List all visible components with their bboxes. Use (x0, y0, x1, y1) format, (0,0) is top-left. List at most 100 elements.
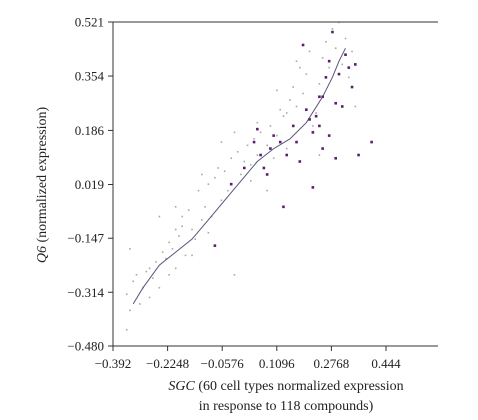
background-point (155, 261, 157, 263)
highlighted-point (259, 153, 262, 157)
highlighted-point (213, 244, 217, 247)
x-tick-label: −0.2248 (146, 356, 189, 371)
highlighted-point (272, 134, 275, 137)
background-point (269, 125, 272, 127)
background-point (148, 296, 151, 299)
background-point (318, 83, 321, 85)
background-point (178, 235, 180, 237)
background-point (233, 131, 236, 134)
highlighted-point (347, 66, 351, 69)
x-axis: −0.392 −0.2248 −0.0576 0.1096 0.2768 0.444 (95, 346, 401, 371)
highlighted-point (298, 160, 302, 163)
highlighted-point (285, 153, 289, 157)
background-point (276, 134, 278, 137)
background-point (312, 125, 314, 127)
highlighted-point (311, 186, 315, 189)
background-point (334, 47, 337, 50)
highlighted-point (305, 108, 308, 112)
background-point (285, 112, 288, 114)
highlighted-point (357, 153, 360, 157)
highlighted-point (314, 114, 318, 118)
background-point (318, 154, 321, 156)
background-point (152, 277, 154, 279)
background-point (282, 115, 285, 117)
background-point (256, 154, 259, 156)
background-point (354, 105, 357, 108)
y-tick-label: 0.354 (75, 69, 105, 84)
highlighted-point (291, 124, 295, 128)
highlighted-point (282, 205, 285, 209)
background-point (220, 199, 223, 202)
background-point (236, 150, 239, 153)
y-tick-label: −0.147 (67, 231, 104, 246)
background-point (174, 228, 177, 231)
background-point (129, 309, 131, 312)
background-point (321, 57, 324, 59)
highlighted-point (321, 95, 324, 99)
background-point (135, 273, 138, 276)
background-point (295, 60, 298, 62)
background-point (158, 215, 161, 218)
background-point (220, 141, 223, 143)
background-point (161, 251, 164, 253)
y-axis-label-prefix: Q6 (35, 246, 50, 263)
highlighted-point (334, 156, 338, 160)
background-point (328, 66, 330, 69)
highlighted-point (308, 118, 311, 121)
background-point (174, 206, 177, 208)
background-point (250, 163, 252, 166)
y-tick-label: 0.186 (75, 123, 105, 138)
x-tick-label: −0.0576 (201, 356, 245, 371)
highlighted-point (354, 63, 357, 66)
background-point (302, 92, 304, 95)
highlighted-point (265, 173, 269, 176)
background-point (272, 157, 275, 160)
background-point (246, 144, 249, 147)
background-point (145, 270, 148, 273)
highlighted-point (327, 134, 331, 137)
highlighted-point (295, 140, 298, 144)
background-point (194, 238, 197, 240)
x-tick-label: −0.392 (95, 356, 132, 371)
background-point (129, 248, 131, 250)
background-point (191, 254, 193, 257)
x-tick-label: 0.444 (371, 356, 401, 371)
background-point (191, 228, 193, 231)
background-point (305, 73, 308, 75)
background-point (138, 303, 141, 305)
x-axis-label: SGC (60 cell types normalized expression (168, 379, 403, 394)
background-point (230, 157, 233, 160)
highlighted-point (344, 53, 347, 56)
background-point (223, 170, 226, 173)
highlighted-point (318, 95, 321, 99)
x-tick-label: 0.1096 (259, 356, 295, 371)
background-point (204, 206, 206, 208)
highlighted-point (262, 166, 266, 170)
y-axis-label-rest: (normalized expression) (35, 107, 50, 247)
background-point (351, 50, 353, 53)
highlighted-point (318, 124, 321, 128)
highlighted-point (337, 72, 341, 76)
background-point (171, 248, 174, 250)
background-point (341, 63, 344, 66)
plot-frame (112, 21, 438, 347)
background-point (125, 329, 128, 331)
background-point (165, 257, 167, 260)
background-point (331, 27, 334, 30)
background-point (347, 76, 350, 79)
highlighted-point (334, 101, 338, 105)
y-tick-label: −0.480 (67, 339, 104, 354)
background-point (295, 105, 298, 108)
background-point (207, 183, 210, 185)
highlighted-point (252, 140, 256, 144)
background-point (308, 50, 311, 53)
x-tick-label: 0.2768 (314, 356, 350, 371)
background-point (207, 231, 210, 234)
y-axis: 0.521 0.354 0.186 0.019 −0.147 −0.314 −0.480 (67, 15, 113, 354)
background-point (227, 189, 229, 192)
highlighted-point (327, 59, 331, 63)
fit-line (132, 47, 346, 305)
background-point (253, 138, 255, 140)
background-point (214, 176, 216, 179)
